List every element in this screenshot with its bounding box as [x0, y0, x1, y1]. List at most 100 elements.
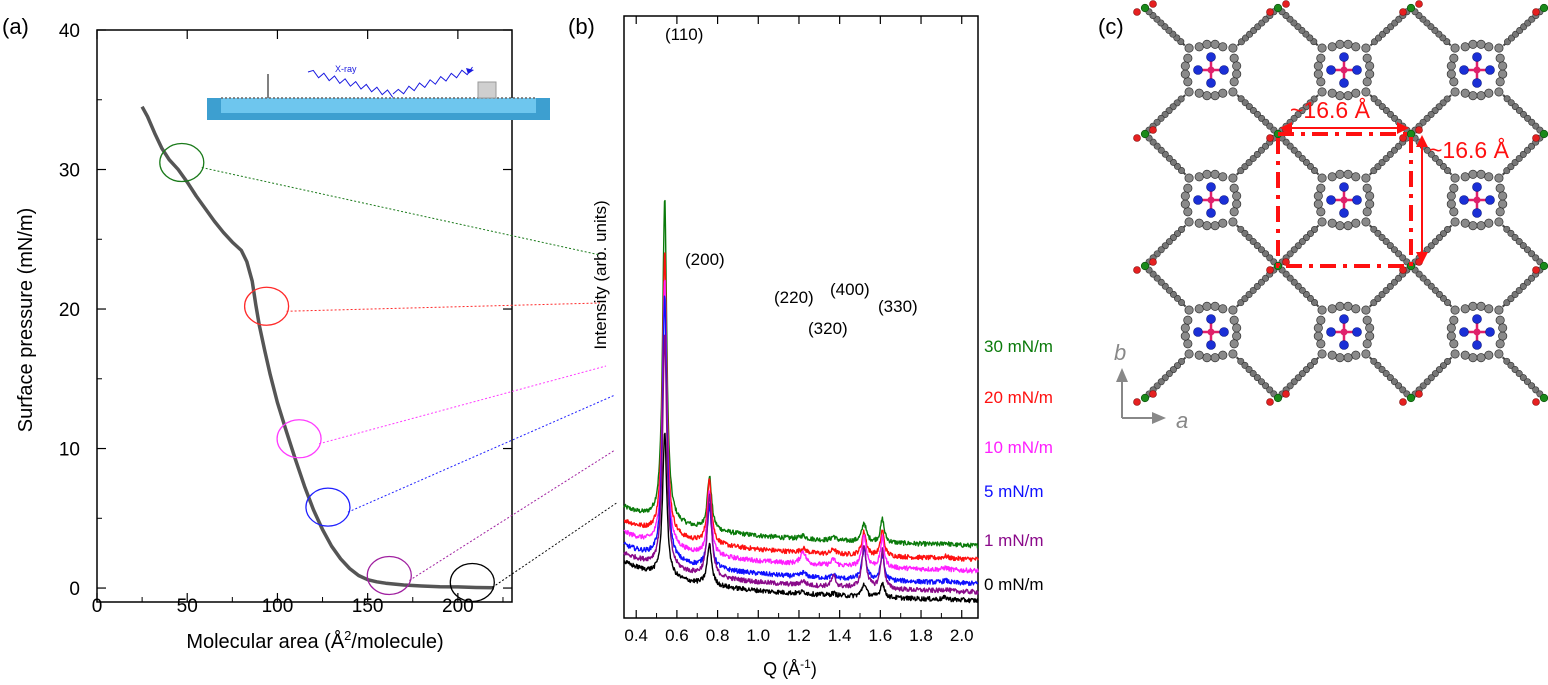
oxygen-atom — [1415, 0, 1423, 8]
x-tick-label-b: 1.8 — [909, 626, 933, 645]
linker-atom — [1370, 167, 1378, 175]
linker-atom — [1370, 225, 1378, 233]
metal-center — [1340, 196, 1348, 204]
linker-atom — [1515, 238, 1523, 246]
oxygen-atom — [1282, 390, 1290, 398]
porphyrin-carbon — [1450, 349, 1460, 359]
linker-atom — [1382, 238, 1390, 246]
boron-node — [1140, 129, 1150, 139]
porphyrin-unit — [1313, 39, 1375, 101]
porphyrin-carbon — [1229, 77, 1239, 87]
series-label: 30 mN/m — [984, 337, 1053, 356]
linker-atom — [1532, 386, 1540, 394]
porphyrin-carbon — [1494, 173, 1504, 183]
linker-atom — [1386, 150, 1394, 158]
linker-atom — [1523, 146, 1531, 154]
connector-line — [492, 501, 619, 588]
porphyrin-carbon — [1317, 217, 1327, 227]
porphyrin-carbon — [1202, 301, 1212, 311]
porphyrin-carbon — [1494, 305, 1504, 315]
y-tick-label-a: 30 — [59, 161, 80, 182]
linker-atom — [1395, 250, 1403, 258]
nitrogen-atom — [1206, 314, 1216, 324]
porphyrin-carbon — [1498, 199, 1508, 209]
connector-line — [201, 167, 601, 256]
porphyrin-carbon — [1210, 91, 1220, 101]
porphyrin-carbon — [1468, 301, 1478, 311]
porphyrin-carbon — [1495, 53, 1505, 63]
oxygen-atom — [1266, 134, 1274, 142]
porphyrin-carbon — [1351, 218, 1361, 228]
linker-atom — [1262, 274, 1270, 282]
porphyrin-carbon — [1232, 61, 1242, 71]
porphyrin-carbon — [1316, 315, 1326, 325]
porphyrin-carbon — [1316, 207, 1326, 217]
xrd-trace-1 — [623, 252, 979, 562]
porphyrin-carbon — [1460, 304, 1470, 314]
connector-line — [318, 365, 607, 445]
linker-atom — [1241, 361, 1249, 369]
porphyrin-carbon — [1362, 77, 1372, 87]
metal-center — [1207, 66, 1215, 74]
linker-atom — [1249, 238, 1257, 246]
porphyrin-carbon — [1449, 183, 1459, 193]
porphyrin-carbon — [1313, 331, 1323, 341]
linker-atom — [1511, 159, 1519, 167]
porphyrin-carbon — [1229, 207, 1239, 217]
porphyrin-carbon — [1449, 77, 1459, 87]
porphyrin-carbon — [1218, 350, 1228, 360]
peak-label: (320) — [808, 319, 848, 338]
linker-atom — [1395, 382, 1403, 390]
x-tick-label-b: 1.6 — [869, 626, 893, 645]
nitrogen-atom — [1485, 327, 1495, 337]
linker-atom — [1374, 163, 1382, 171]
arrowhead — [1416, 135, 1428, 147]
porphyrin-unit — [1446, 169, 1508, 231]
x-tick-label-a: 200 — [442, 596, 474, 617]
porphyrin-carbon — [1228, 217, 1238, 227]
porphyrin-carbon — [1194, 42, 1204, 52]
linker-atom — [1503, 167, 1511, 175]
oxygen-atom — [1415, 390, 1423, 398]
porphyrin-carbon — [1494, 43, 1504, 53]
nitrogen-atom — [1459, 195, 1469, 205]
xrd-trace-0 — [623, 199, 979, 549]
metal-center — [1340, 328, 1348, 336]
boron-node — [1273, 3, 1283, 13]
porphyrin-carbon — [1180, 323, 1190, 333]
linker-atom — [1519, 242, 1527, 250]
oxygen-atom — [1399, 398, 1407, 406]
porphyrin-carbon — [1327, 350, 1337, 360]
peak-label: (200) — [685, 250, 725, 269]
porphyrin-carbon — [1343, 301, 1353, 311]
linker-atom — [1395, 274, 1403, 282]
porphyrin-carbon — [1232, 69, 1242, 79]
dimension-label-h: ~16.6 Å — [1290, 96, 1371, 123]
porphyrin-carbon — [1476, 39, 1486, 49]
series-label: 0 mN/m — [984, 575, 1044, 594]
porphyrin-carbon — [1183, 315, 1193, 325]
nitrogen-atom — [1206, 78, 1216, 88]
linker-atom — [1382, 370, 1390, 378]
porphyrin-carbon — [1484, 218, 1494, 228]
linker-atom — [1519, 374, 1527, 382]
linker-atom — [1382, 286, 1390, 294]
linker-atom — [1237, 357, 1245, 365]
porphyrin-carbon — [1313, 69, 1323, 79]
linker-atom — [1503, 225, 1511, 233]
nitrogen-atom — [1339, 208, 1349, 218]
porphyrin-carbon — [1228, 87, 1238, 97]
linker-atom — [1262, 382, 1270, 390]
linker-atom — [1399, 386, 1407, 394]
linker-atom — [1507, 295, 1515, 303]
porphyrin-carbon — [1202, 221, 1212, 231]
oxygen-atom — [1133, 8, 1141, 16]
linker-atom — [1515, 154, 1523, 162]
porphyrin-carbon — [1494, 349, 1504, 359]
linker-atom — [1507, 163, 1515, 171]
connector-line — [347, 394, 616, 513]
porphyrin-carbon — [1468, 221, 1478, 231]
porphyrin-carbon — [1450, 173, 1460, 183]
linker-atom — [1241, 295, 1249, 303]
porphyrin-carbon — [1194, 172, 1204, 182]
